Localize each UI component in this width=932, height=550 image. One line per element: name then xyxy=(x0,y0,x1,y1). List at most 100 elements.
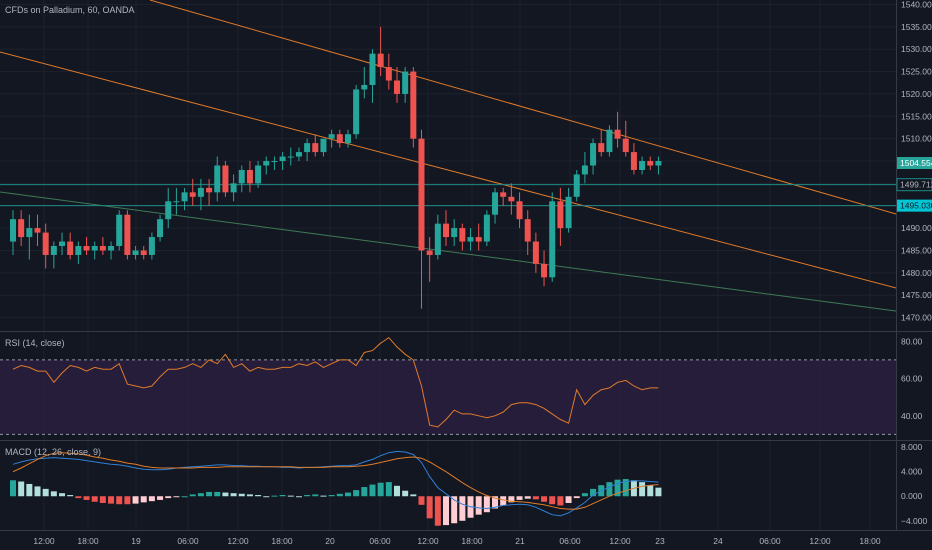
price-badge-label: 1499.712 xyxy=(900,180,932,190)
price-badge-box xyxy=(896,178,932,192)
candle-body xyxy=(42,232,49,255)
candle xyxy=(181,187,188,211)
macd-histogram-bar xyxy=(402,490,409,497)
rsi-band-bounds xyxy=(0,359,896,435)
macd-histogram-bar xyxy=(353,490,360,497)
candle-body xyxy=(516,201,523,220)
macd-histogram-bar xyxy=(189,494,196,497)
candle-body xyxy=(59,241,66,247)
price-pane[interactable]: CFDs on Palladium, 60, OANDA xyxy=(0,0,897,312)
candle-body xyxy=(34,228,41,233)
candle-body xyxy=(255,165,262,184)
candle xyxy=(410,67,417,148)
candle-body xyxy=(483,214,490,242)
candles xyxy=(10,26,662,309)
candle xyxy=(516,192,523,229)
macd-histogram-bar xyxy=(34,486,41,497)
macd-histogram-bar xyxy=(75,496,82,499)
macd-histogram-bar xyxy=(279,495,286,497)
macd-histogram-bar xyxy=(214,491,221,497)
candle xyxy=(524,210,531,255)
macd-histogram-bar xyxy=(336,493,343,497)
macd-histogram-bar xyxy=(50,491,57,497)
time-tick-label: 18:00 xyxy=(271,536,293,546)
time-tick-label: 06:00 xyxy=(177,536,199,546)
macd-histogram xyxy=(10,479,662,526)
time-tick-label: 18:00 xyxy=(859,536,881,546)
macd-histogram-bar xyxy=(206,491,213,497)
candle xyxy=(655,156,662,175)
candle-body xyxy=(230,183,237,193)
time-tick-label: 24 xyxy=(713,536,723,546)
candle xyxy=(459,223,466,251)
candle xyxy=(475,223,482,251)
macd-axis[interactable]: −4.000 0.000 4.000 8.000 xyxy=(901,442,928,526)
lower-trendline[interactable] xyxy=(0,191,897,312)
candle-body xyxy=(173,201,180,203)
candle xyxy=(630,143,637,175)
macd-histogram-bar xyxy=(99,496,106,503)
candle-body xyxy=(565,196,572,229)
rsi-pane[interactable]: RSI (14, close) xyxy=(0,336,896,435)
macd-histogram-bar xyxy=(157,496,164,500)
candle xyxy=(549,192,556,282)
price-tick-label: 1485.000 xyxy=(901,245,932,255)
candle-body xyxy=(402,71,409,94)
macd-histogram-bar xyxy=(26,483,33,497)
macd-histogram-bar xyxy=(443,496,450,526)
macd-pane[interactable]: MACD (12, 26, close, 9) xyxy=(5,447,662,526)
price-badge-box xyxy=(897,157,932,170)
candle-body xyxy=(369,53,376,85)
candle xyxy=(451,219,458,247)
macd-histogram-bar xyxy=(459,496,466,521)
candle-body xyxy=(197,187,204,197)
candle-body xyxy=(320,138,327,153)
macd-histogram-bar xyxy=(197,493,204,497)
candle-body xyxy=(434,223,441,255)
macd-histogram-bar xyxy=(312,494,319,497)
time-tick-label: 21 xyxy=(515,536,525,546)
candle-body xyxy=(148,237,155,255)
candle-body xyxy=(557,201,564,229)
upper-trendline[interactable] xyxy=(149,0,897,215)
candle-body xyxy=(10,219,16,242)
candle-body xyxy=(279,156,286,162)
macd-line xyxy=(12,450,659,517)
macd-histogram-bar xyxy=(483,496,490,513)
time-axis[interactable]: 12:00 18:00 19 06:00 12:00 18:00 20 06:00 12:00 1… xyxy=(33,536,881,546)
candle-body xyxy=(393,80,400,94)
candle xyxy=(492,187,499,224)
time-tick-label: 19 xyxy=(131,536,141,546)
macd-histogram-bar xyxy=(500,496,507,506)
macd-histogram-bar xyxy=(573,496,580,499)
rsi-tick-label: 80.00 xyxy=(901,336,923,346)
rsi-axis[interactable]: 40.00 60.00 80.00 xyxy=(901,336,923,420)
candle xyxy=(222,161,229,197)
macd-histogram-bar xyxy=(377,482,384,497)
candle xyxy=(532,232,539,273)
middle-trendline[interactable] xyxy=(0,51,897,289)
candle-body xyxy=(91,246,98,251)
candle-body xyxy=(500,192,507,197)
time-tick-label: 20 xyxy=(325,536,335,546)
macd-tick-label: 0.000 xyxy=(901,491,923,501)
price-badges: 1504.554 1499.712 1495.030 xyxy=(896,157,932,212)
candle xyxy=(353,84,360,139)
candle-body xyxy=(614,129,621,139)
macd-histogram-bar xyxy=(238,493,245,497)
candle xyxy=(393,67,400,103)
candle xyxy=(385,53,392,90)
candle xyxy=(59,232,66,255)
candle-body xyxy=(26,228,33,238)
macd-histogram-bar xyxy=(181,496,188,498)
macd-tick-label: 4.000 xyxy=(901,467,923,477)
candle-body xyxy=(124,214,131,255)
macd-histogram-bar xyxy=(639,482,646,497)
candle xyxy=(238,165,245,193)
macd-histogram-bar xyxy=(532,496,539,500)
candle xyxy=(369,49,376,103)
signal-line xyxy=(12,452,659,510)
candle-body xyxy=(418,138,425,251)
candle-body xyxy=(263,161,270,166)
